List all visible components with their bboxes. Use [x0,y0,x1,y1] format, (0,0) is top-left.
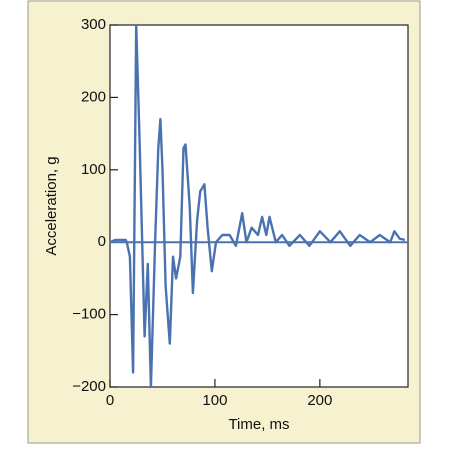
y-tick-label: −200 [72,378,106,395]
y-tick-label: 200 [81,88,106,105]
x-axis-label: Time, ms [228,416,289,433]
y-tick-label: −100 [72,306,106,323]
y-tick-label: 300 [81,16,106,33]
y-axis-label: Acceleration, g [43,156,60,255]
x-tick-label: 100 [202,392,227,409]
x-tick-label: 0 [106,392,114,409]
y-tick-label: 0 [98,233,106,250]
data-line [109,23,406,389]
x-tick-label: 200 [307,392,332,409]
plot-area [109,24,409,388]
y-tick-label: 100 [81,161,106,178]
